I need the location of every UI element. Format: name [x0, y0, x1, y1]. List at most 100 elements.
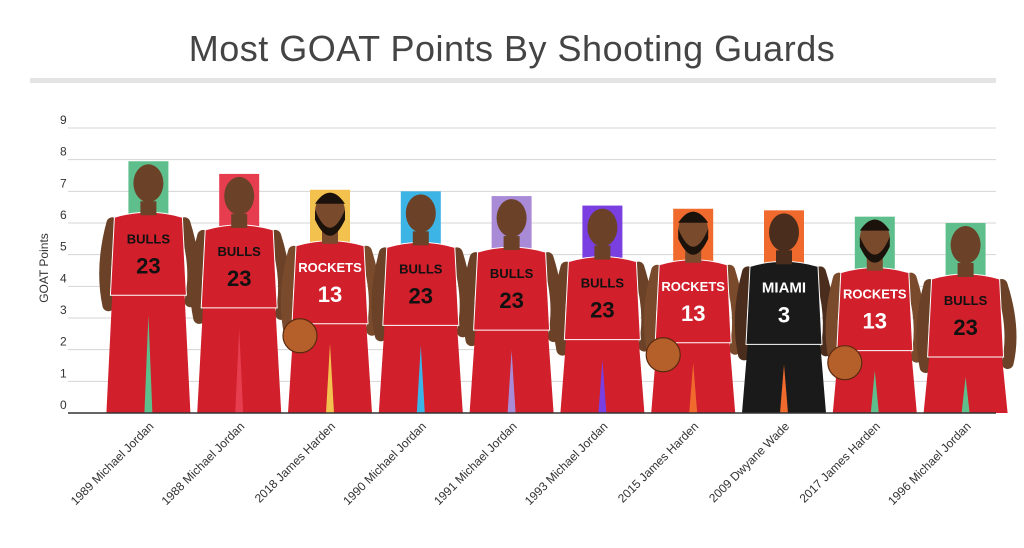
player-arm: [916, 279, 936, 373]
jersey-team-text: BULLS: [399, 261, 443, 276]
player-arm: [190, 229, 210, 324]
player-image: ROCKETS 13: [825, 219, 926, 413]
player-image: BULLS 23: [190, 176, 291, 413]
player-neck: [957, 263, 974, 277]
player-neck: [231, 213, 248, 228]
player-shorts: [560, 335, 645, 413]
jersey-number-text: 23: [499, 288, 523, 313]
y-axis-title: GOAT Points: [37, 233, 51, 303]
player-image: ROCKETS 13: [280, 192, 381, 413]
x-tick-label: 2018 James Harden: [252, 419, 338, 505]
player-neck: [412, 231, 429, 246]
player-shorts: [469, 326, 554, 413]
x-tick-label: 1993 Michael Jordan: [522, 419, 611, 508]
basketball-icon: [645, 337, 681, 373]
player-neck: [140, 201, 157, 216]
player-jersey: [563, 256, 641, 341]
player-neck: [776, 250, 792, 265]
player-jersey: [745, 260, 823, 345]
player-arm: [371, 247, 391, 342]
player-neck: [594, 245, 611, 260]
player-head: [224, 176, 255, 215]
y-tick-label: 8: [60, 145, 67, 159]
player-shorts: [742, 340, 826, 413]
player-shorts: [197, 303, 282, 413]
player-image: MIAMI 3: [734, 213, 835, 413]
player-beard: [859, 236, 890, 263]
player-hair: [315, 192, 345, 204]
jersey-number-text: 13: [681, 301, 705, 326]
jersey-team-text: BULLS: [490, 266, 534, 281]
player-arm: [995, 279, 1017, 369]
player-hair: [859, 219, 890, 231]
player-head: [405, 194, 436, 233]
y-tick-label: 0: [60, 398, 67, 412]
player-shorts: [378, 321, 463, 413]
x-tick-label: 1991 Michael Jordan: [431, 419, 520, 508]
jersey-team-text: ROCKETS: [843, 287, 907, 302]
player-head: [587, 208, 618, 247]
y-tick-label: 6: [60, 208, 67, 222]
player-head: [133, 164, 164, 203]
jersey-team-text: MIAMI: [762, 279, 806, 296]
player-jersey: [291, 240, 369, 325]
player-arm: [462, 252, 482, 347]
player-image: BULLS 23: [916, 226, 1017, 413]
y-tick-label: 2: [60, 335, 67, 349]
jersey-number-text: 3: [778, 302, 790, 327]
y-tick-label: 4: [60, 271, 67, 285]
jersey-number-text: 23: [590, 298, 614, 323]
x-tick-label: 2015 James Harden: [615, 419, 701, 505]
player-image: ROCKETS 13: [644, 211, 745, 413]
player-jersey: [200, 224, 278, 309]
x-tick-label: 1996 Michael Jordan: [885, 419, 974, 508]
player-arm: [99, 217, 119, 312]
jersey-team-text: ROCKETS: [298, 260, 362, 275]
player-head: [496, 199, 527, 238]
player-image: BULLS 23: [553, 208, 654, 413]
player-jersey: [109, 211, 187, 296]
player-hair: [678, 211, 709, 223]
player-beard: [678, 228, 709, 255]
player-shorts: [923, 353, 1008, 413]
jersey-team-text: BULLS: [127, 231, 171, 246]
jersey-number-text: 23: [409, 283, 433, 308]
jersey-number-text: 23: [227, 266, 251, 291]
jersey-number-text: 13: [863, 309, 887, 334]
jersey-number-text: 23: [953, 315, 977, 340]
y-tick-label: 3: [60, 303, 67, 317]
player-arm: [734, 266, 754, 361]
jersey-team-text: BULLS: [581, 276, 625, 291]
x-tick-label: 1989 Michael Jordan: [68, 419, 157, 508]
player-jersey: [382, 241, 460, 326]
player-jersey: [927, 273, 1005, 358]
player-head: [769, 213, 799, 252]
title-divider: [30, 78, 996, 83]
jersey-number-text: 13: [318, 282, 342, 307]
y-tick-label: 9: [60, 113, 67, 127]
player-head: [950, 226, 981, 264]
jersey-team-text: BULLS: [218, 244, 262, 259]
player-shorts: [106, 291, 191, 413]
y-tick-label: 5: [60, 240, 67, 254]
y-tick-label: 7: [60, 176, 67, 190]
x-tick-label: 1990 Michael Jordan: [340, 419, 429, 508]
x-tick-label: 2009 Dwyane Wade: [706, 419, 792, 505]
jersey-team-text: BULLS: [944, 293, 988, 308]
player-jersey: [654, 259, 732, 344]
player-beard: [315, 209, 345, 236]
y-tick-label: 1: [60, 366, 67, 380]
chart-title: Most GOAT Points By Shooting Guards: [188, 28, 836, 69]
jersey-number-text: 23: [136, 253, 160, 278]
player-jersey: [836, 267, 914, 352]
x-tick-label: 2017 James Harden: [797, 419, 883, 505]
player-jersey: [473, 246, 551, 331]
player-arm: [553, 261, 573, 356]
basketball-icon: [827, 345, 863, 381]
basketball-icon: [282, 318, 318, 354]
x-tick-label: 1988 Michael Jordan: [159, 419, 248, 508]
jersey-team-text: ROCKETS: [661, 279, 725, 294]
player-neck: [503, 236, 520, 251]
